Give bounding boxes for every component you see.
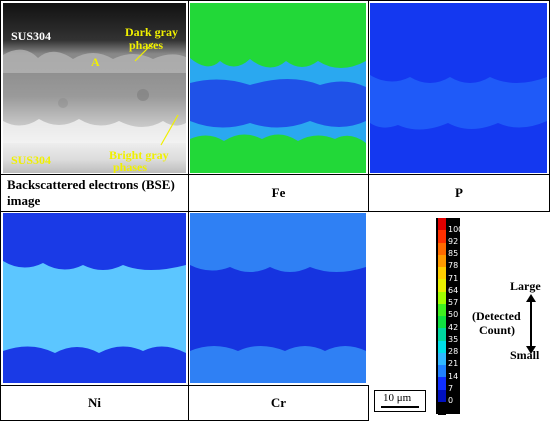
colorbar-tick-label: 7 bbox=[448, 383, 454, 393]
colorbar-swatch bbox=[438, 230, 446, 243]
colorbar-tick-label: 50 bbox=[448, 310, 459, 320]
ni-map bbox=[3, 213, 186, 383]
colorbar-swatch bbox=[438, 218, 446, 231]
colorbar-swatch bbox=[438, 328, 446, 341]
cr-caption-text: Cr bbox=[270, 395, 287, 410]
colorbar-swatch bbox=[438, 389, 446, 403]
colorbar-tick-label: 100 bbox=[448, 224, 464, 234]
bse-image: SUS304 A Dark gray phases Bright gray ph… bbox=[3, 3, 186, 173]
colorbar-swatch bbox=[438, 279, 446, 292]
colorbar-tick-label: 85 bbox=[448, 249, 459, 259]
colorbar-tick-label: 64 bbox=[448, 285, 459, 295]
bse-label-dark-1: Dark gray bbox=[125, 25, 178, 39]
bse-label-dark-2: phases bbox=[129, 38, 164, 52]
divider bbox=[188, 0, 189, 421]
scale-bar-label: 10 μm bbox=[383, 392, 412, 404]
p-caption-text: P bbox=[455, 185, 463, 200]
colorbar-tick-label: 35 bbox=[448, 334, 459, 344]
colorbar-swatch bbox=[438, 352, 446, 366]
colorbar-swatch bbox=[438, 377, 446, 390]
colorbar-swatch bbox=[438, 254, 446, 268]
divider bbox=[0, 0, 1, 421]
colorbar-swatch bbox=[438, 242, 446, 256]
bse-caption-line1: Backscattered electrons (BSE) bbox=[7, 177, 175, 192]
divider bbox=[0, 0, 550, 1]
colorbar-tick-label: 42 bbox=[448, 322, 459, 332]
colorbar-swatch bbox=[438, 267, 446, 280]
colorbar-swatch bbox=[438, 365, 446, 378]
ni-caption: Ni bbox=[0, 385, 189, 421]
cr-caption: Cr bbox=[188, 385, 369, 421]
colorbar-swatch bbox=[438, 340, 446, 354]
scale-bar-line bbox=[381, 406, 419, 408]
bse-label-bottom: SUS304 bbox=[11, 153, 52, 167]
scale-bar: 10 μm bbox=[374, 390, 426, 412]
bse-label-a: A bbox=[91, 55, 100, 69]
colorbar-swatch bbox=[438, 291, 446, 305]
colorbar-swatch bbox=[438, 401, 446, 415]
bse-caption-line2: image bbox=[7, 193, 41, 208]
colorbar-tick-label: 92 bbox=[448, 236, 459, 246]
colorbar-swatch bbox=[438, 303, 446, 317]
colorbar-tick-label: 57 bbox=[448, 298, 459, 308]
divider bbox=[368, 0, 369, 212]
colorbar-tick-label: 21 bbox=[448, 359, 459, 369]
colorbar-tick-label: 78 bbox=[448, 261, 459, 271]
colorbar-tick-label: 28 bbox=[448, 347, 459, 357]
fe-caption: Fe bbox=[188, 174, 369, 212]
bse-label-top: SUS304 bbox=[11, 29, 52, 43]
fe-map bbox=[190, 3, 366, 173]
colorbar-tick-label: 14 bbox=[448, 371, 459, 381]
bse-caption: Backscattered electrons (BSE) image bbox=[0, 174, 189, 212]
colorbar-tick-label: 0 bbox=[448, 396, 454, 406]
cr-map bbox=[190, 213, 366, 383]
colorbar-swatch bbox=[438, 316, 446, 329]
p-caption: P bbox=[368, 174, 550, 212]
fe-caption-text: Fe bbox=[271, 185, 286, 200]
range-arrow-icon bbox=[526, 294, 536, 354]
detected-label-2: Count) bbox=[479, 323, 516, 337]
bse-arrows bbox=[134, 42, 179, 146]
p-map bbox=[370, 3, 547, 173]
ni-caption-text: Ni bbox=[88, 395, 101, 410]
large-label: Large bbox=[510, 279, 541, 293]
colorbar-tick-label: 71 bbox=[448, 273, 459, 283]
colorbar: 100 92 85 78 71 64 57 50 42 35 28 21 14 7 0 bbox=[436, 218, 464, 415]
detected-label-1: (Detected bbox=[472, 309, 521, 323]
bse-label-bright-2: phases bbox=[113, 160, 148, 173]
bse-label-bright-1: Bright gray bbox=[109, 148, 169, 162]
